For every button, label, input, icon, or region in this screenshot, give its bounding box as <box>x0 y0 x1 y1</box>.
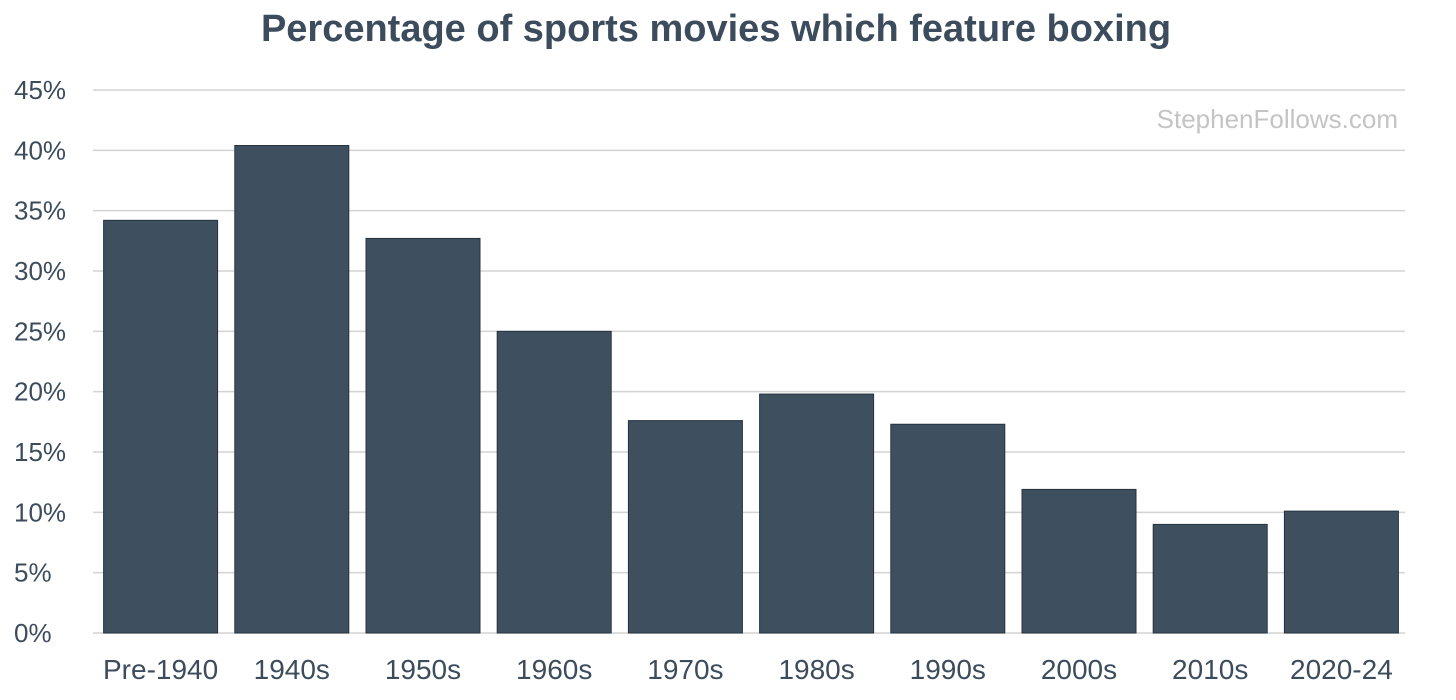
watermark-text: StephenFollows.com <box>1157 104 1398 134</box>
y-tick-label: 30% <box>14 256 66 286</box>
bar-1940s <box>234 145 350 634</box>
x-category-label: 1970s <box>647 654 723 685</box>
bar-2000s <box>1021 488 1137 634</box>
x-axis-category-labels: Pre-1940 1940s 1950s 1960s 1970s 1980s 1990s 20… <box>103 654 1393 685</box>
bar-1970s <box>627 420 743 634</box>
bar-1960s <box>496 330 612 634</box>
x-category-label: Pre-1940 <box>103 654 218 685</box>
x-category-label: 1960s <box>516 654 592 685</box>
bar-2020-24 <box>1283 510 1399 634</box>
x-category-label: 2020-24 <box>1290 654 1393 685</box>
x-category-label: 2000s <box>1041 654 1117 685</box>
x-category-label: 2010s <box>1172 654 1248 685</box>
y-tick-label: 25% <box>14 316 66 346</box>
x-category-label: 1990s <box>910 654 986 685</box>
x-category-label: 1980s <box>778 654 854 685</box>
bars <box>103 145 1399 634</box>
bar-1990s <box>890 423 1006 634</box>
y-tick-label: 20% <box>14 377 66 407</box>
y-tick-label: 40% <box>14 135 66 165</box>
bar-pre-1940 <box>103 219 219 634</box>
x-category-label: 1940s <box>254 654 330 685</box>
y-tick-label: 10% <box>14 497 66 527</box>
y-axis-tick-labels: 0% 5% 10% 15% 20% 25% 30% 35% 40% 45% <box>14 75 66 648</box>
bar-1980s <box>759 393 875 634</box>
y-tick-label: 35% <box>14 196 66 226</box>
y-tick-label: 15% <box>14 437 66 467</box>
y-tick-label: 0% <box>14 618 52 648</box>
x-category-label: 1950s <box>385 654 461 685</box>
chart-title: Percentage of sports movies which featur… <box>260 8 1172 50</box>
y-tick-label: 45% <box>14 75 66 105</box>
bar-1950s <box>365 237 481 634</box>
y-tick-label: 5% <box>14 558 52 588</box>
bar-2010s <box>1152 523 1268 634</box>
